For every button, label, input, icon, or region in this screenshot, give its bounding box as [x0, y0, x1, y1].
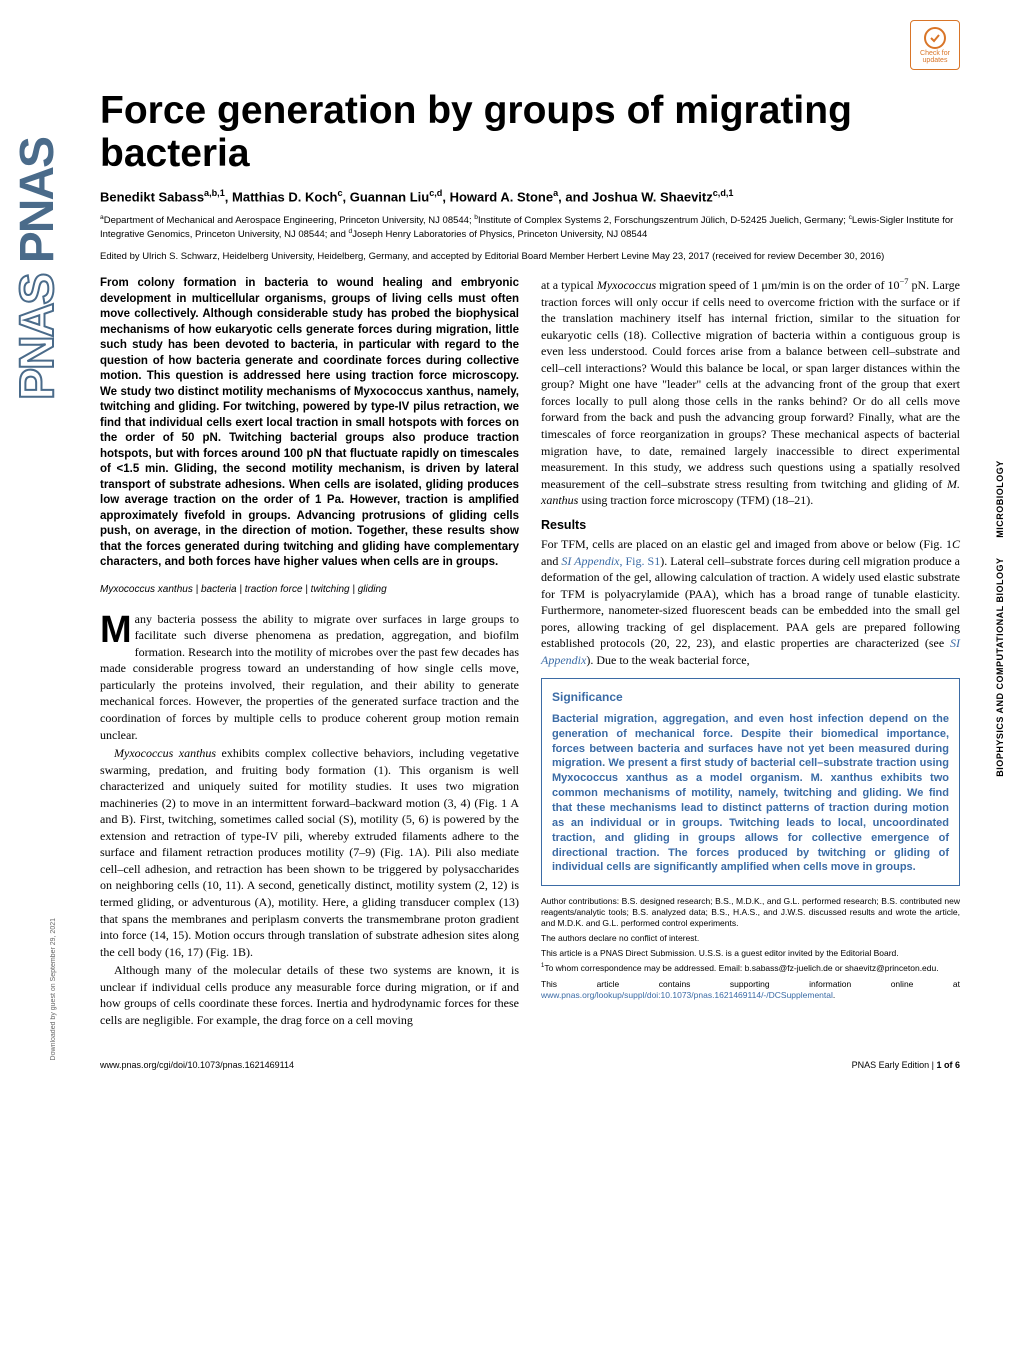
two-column-layout: From colony formation in bacteria to wou… [100, 276, 960, 1030]
column-right: at a typical Myxococcus migration speed … [541, 276, 960, 1030]
abstract: From colony formation in bacteria to wou… [100, 276, 519, 571]
page-footer: www.pnas.org/cgi/doi/10.1073/pnas.162146… [100, 1060, 960, 1070]
affiliations: aDepartment of Mechanical and Aerospace … [100, 214, 960, 241]
keywords: Myxococcus xanthus | bacteria | traction… [100, 583, 519, 597]
supporting-info: This article contains supporting informa… [541, 979, 960, 1001]
author-contributions: Author contributions: B.S. designed rese… [541, 896, 960, 929]
significance-box: Significance Bacterial migration, aggreg… [541, 678, 960, 886]
journal-logo-side: PNAS PNAS [10, 138, 65, 400]
column-left: From colony formation in bacteria to wou… [100, 276, 519, 1030]
intro-para-2: Myxococcus xanthus exhibits complex coll… [100, 745, 519, 960]
crossmark-icon [923, 26, 947, 50]
results-heading: Results [541, 517, 960, 534]
submission-note: This article is a PNAS Direct Submission… [541, 948, 960, 959]
author-list: Benedikt Sabassa,b,1, Matthias D. Kochc,… [100, 188, 960, 204]
intro-para-3: Although many of the molecular details o… [100, 962, 519, 1028]
conflict-statement: The authors declare no conflict of inter… [541, 933, 960, 944]
footnotes: Author contributions: B.S. designed rese… [541, 896, 960, 1000]
category-microbiology: MICROBIOLOGY [995, 460, 1005, 538]
download-note: Downloaded by guest on September 29, 202… [50, 918, 57, 1060]
intro-para-1: Many bacteria possess the ability to mig… [100, 611, 519, 743]
category-tabs: BIOPHYSICS AND COMPUTATIONAL BIOLOGY MIC… [995, 460, 1005, 777]
editor-line: Edited by Ulrich S. Schwarz, Heidelberg … [100, 251, 960, 262]
footer-doi: www.pnas.org/cgi/doi/10.1073/pnas.162146… [100, 1060, 294, 1070]
significance-body: Bacterial migration, aggregation, and ev… [552, 712, 949, 875]
footer-page: PNAS Early Edition | 1 of 6 [852, 1060, 960, 1070]
article-title: Force generation by groups of migrating … [100, 90, 960, 176]
correspondence: 1To whom correspondence may be addressed… [541, 963, 960, 974]
dropcap: M [100, 611, 135, 646]
results-para-1: For TFM, cells are placed on an elastic … [541, 536, 960, 668]
category-biophysics: BIOPHYSICS AND COMPUTATIONAL BIOLOGY [995, 558, 1005, 777]
badge-text-2: updates [923, 57, 948, 64]
significance-heading: Significance [552, 689, 949, 706]
col2-top: at a typical Myxococcus migration speed … [541, 276, 960, 509]
badge-text-1: Check for [920, 50, 950, 57]
check-updates-badge[interactable]: Check for updates [910, 20, 960, 70]
page-container: PNAS PNAS Check for updates Force genera… [0, 0, 1020, 1100]
